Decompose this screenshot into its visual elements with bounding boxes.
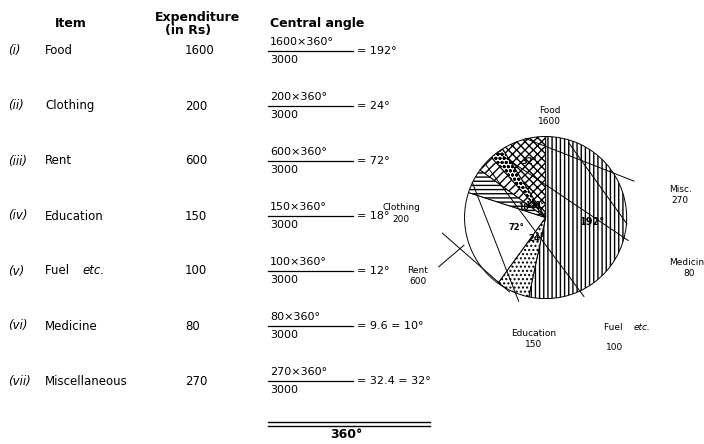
- Text: Clothing: Clothing: [45, 99, 94, 112]
- Text: Misc.
270: Misc. 270: [669, 185, 692, 205]
- Text: = 72°: = 72°: [357, 156, 389, 166]
- Wedge shape: [465, 193, 546, 283]
- Text: 3000: 3000: [270, 165, 298, 175]
- Wedge shape: [480, 157, 546, 218]
- Text: 3000: 3000: [270, 220, 298, 230]
- Text: (i): (i): [8, 44, 20, 58]
- Text: Fuel: Fuel: [604, 323, 625, 332]
- Text: (iii): (iii): [8, 155, 27, 167]
- Text: 3000: 3000: [270, 330, 298, 340]
- Text: 270×360°: 270×360°: [270, 367, 327, 377]
- Text: 3000: 3000: [270, 275, 298, 285]
- Text: 80: 80: [185, 320, 200, 333]
- Text: 600: 600: [185, 155, 207, 167]
- Text: Food
1600: Food 1600: [538, 106, 561, 126]
- Text: = 24°: = 24°: [357, 101, 389, 111]
- Text: (in Rs): (in Rs): [165, 24, 211, 37]
- Text: Item: Item: [55, 17, 87, 31]
- Text: = 18°: = 18°: [357, 211, 389, 221]
- Text: 12°: 12°: [525, 201, 539, 210]
- Text: = 12°: = 12°: [357, 266, 389, 276]
- Text: Education: Education: [45, 210, 103, 222]
- Text: 600×360°: 600×360°: [270, 147, 327, 157]
- Text: (vii): (vii): [8, 374, 31, 388]
- Wedge shape: [498, 218, 546, 297]
- Text: 270: 270: [185, 374, 208, 388]
- Text: Medicine: Medicine: [45, 320, 98, 333]
- Text: Central angle: Central angle: [270, 17, 365, 31]
- Text: Rent: Rent: [45, 155, 72, 167]
- Wedge shape: [491, 149, 546, 218]
- Text: 100: 100: [185, 265, 207, 278]
- Text: 150: 150: [185, 210, 207, 222]
- Text: 100: 100: [606, 343, 623, 352]
- Text: Expenditure: Expenditure: [155, 12, 240, 24]
- Text: 200×360°: 200×360°: [270, 92, 327, 102]
- Text: etc.: etc.: [82, 265, 104, 278]
- Text: Fuel: Fuel: [45, 265, 73, 278]
- Text: 3000: 3000: [270, 385, 298, 395]
- Wedge shape: [468, 170, 546, 218]
- Text: 1600×360°: 1600×360°: [270, 37, 334, 47]
- Text: (v): (v): [8, 265, 24, 278]
- Text: = 9.6 = 10°: = 9.6 = 10°: [357, 321, 424, 331]
- Text: Food: Food: [45, 44, 73, 58]
- Text: 72°: 72°: [508, 222, 524, 232]
- Text: Medicine
80: Medicine 80: [669, 258, 704, 278]
- Text: 10°: 10°: [529, 202, 544, 210]
- Wedge shape: [529, 136, 627, 299]
- Text: 360°: 360°: [330, 428, 363, 440]
- Text: Clothing
200: Clothing 200: [382, 203, 420, 224]
- Text: Rent
600: Rent 600: [407, 266, 428, 286]
- Text: 18°: 18°: [518, 203, 532, 212]
- Text: = 192°: = 192°: [357, 46, 396, 56]
- Text: 32°: 32°: [522, 157, 537, 166]
- Text: 200: 200: [185, 99, 207, 112]
- Text: 24°: 24°: [529, 234, 544, 243]
- Text: 150×360°: 150×360°: [270, 202, 327, 212]
- Text: etc.: etc.: [633, 323, 650, 332]
- Text: (ii): (ii): [8, 99, 24, 112]
- Wedge shape: [503, 136, 546, 218]
- Text: 192°: 192°: [580, 218, 605, 227]
- Text: 1600: 1600: [185, 44, 215, 58]
- Text: = 32.4 = 32°: = 32.4 = 32°: [357, 376, 431, 386]
- Text: Education
150: Education 150: [511, 329, 556, 349]
- Text: (iv): (iv): [8, 210, 27, 222]
- Text: 100×360°: 100×360°: [270, 257, 327, 267]
- Text: Miscellaneous: Miscellaneous: [45, 374, 127, 388]
- Text: 80×360°: 80×360°: [270, 312, 320, 322]
- Text: 3000: 3000: [270, 110, 298, 120]
- Text: (vi): (vi): [8, 320, 27, 333]
- Text: 3000: 3000: [270, 55, 298, 65]
